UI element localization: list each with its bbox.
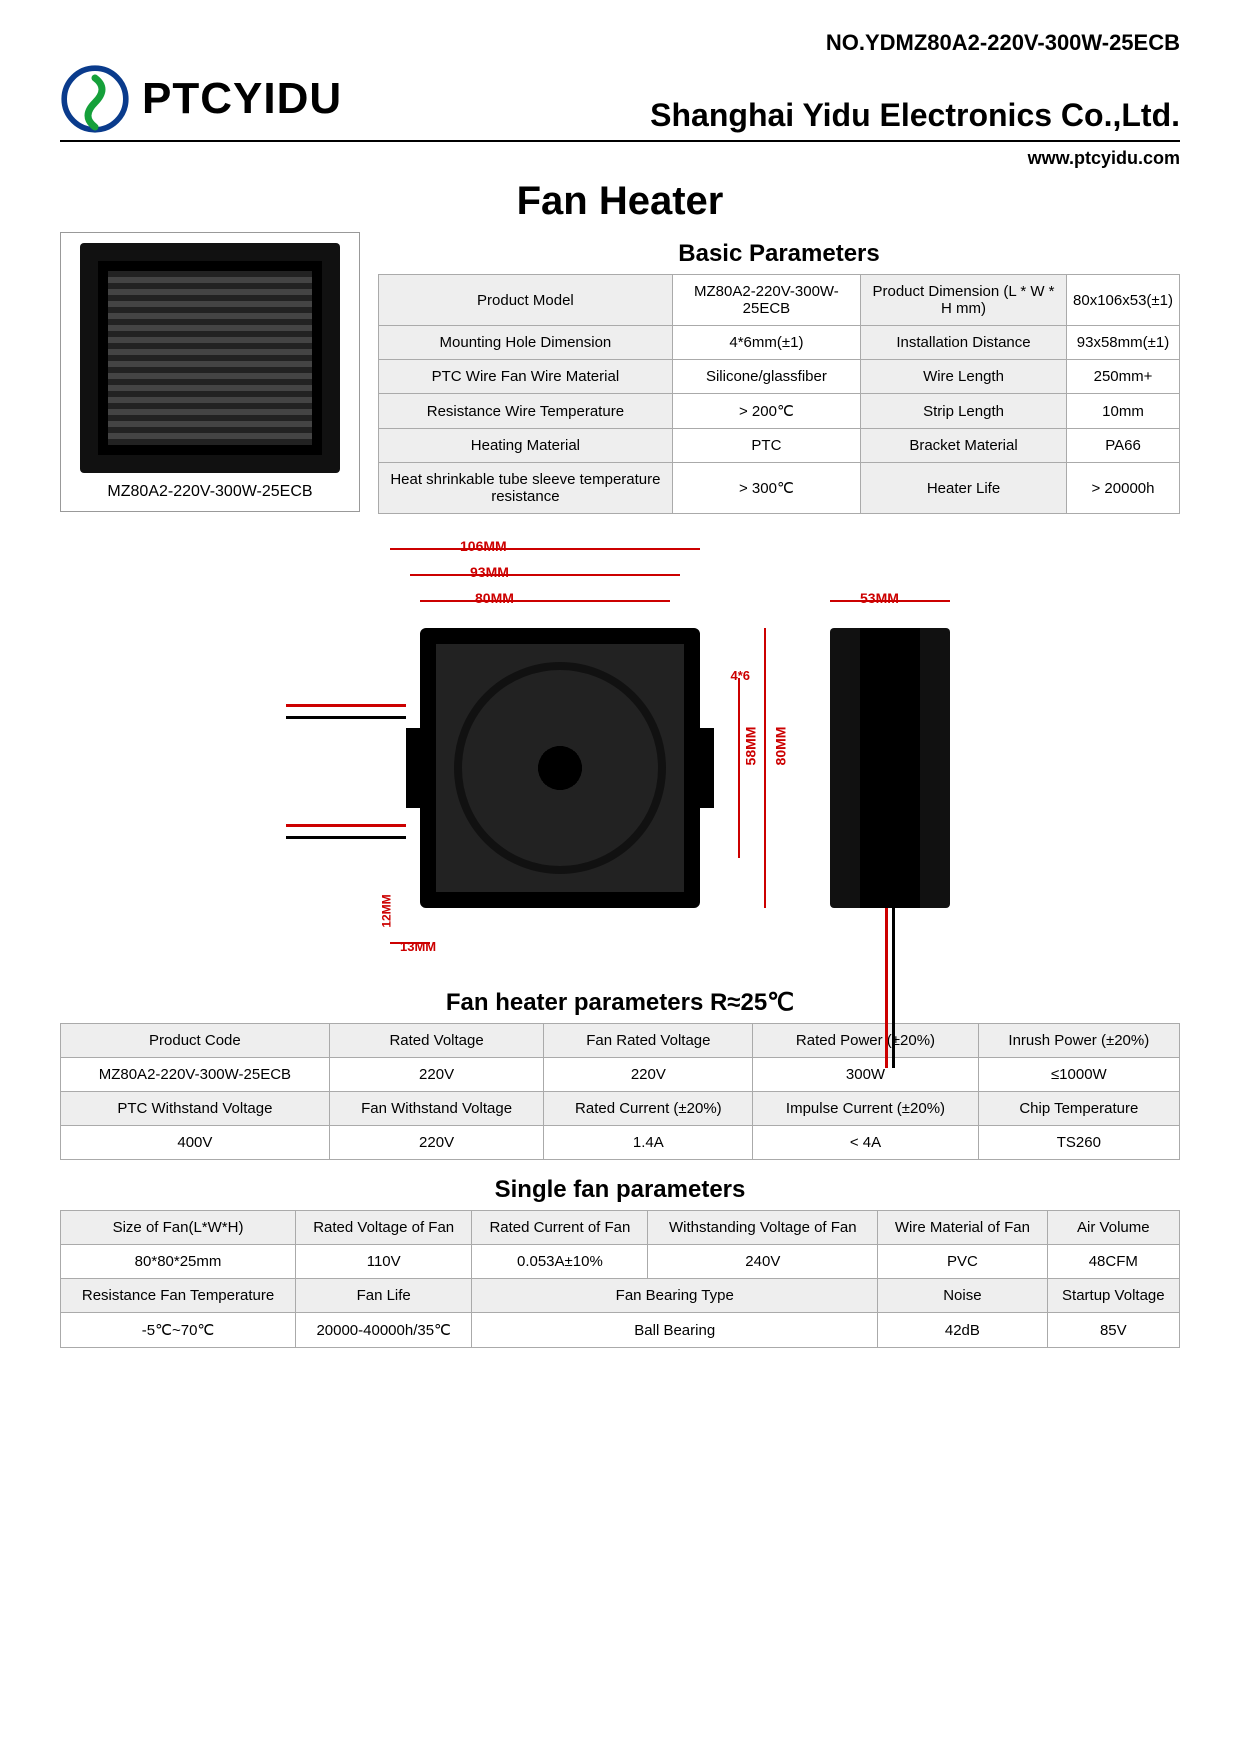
dimension-diagrams: 106MM 93MM 80MM 80MM 58MM 4*6 12MM 13MM …	[60, 538, 1180, 958]
table-cell: Air Volume	[1047, 1211, 1179, 1245]
table-cell: 300W	[753, 1058, 978, 1092]
table-cell: Impulse Current (±20%)	[753, 1092, 978, 1126]
table-cell: 42dB	[878, 1313, 1047, 1348]
table-cell: < 4A	[753, 1126, 978, 1160]
table-cell: Fan Life	[296, 1279, 472, 1313]
table-cell: Silicone/glassfiber	[672, 360, 860, 394]
table-cell: Noise	[878, 1279, 1047, 1313]
table-cell: 4*6mm(±1)	[672, 326, 860, 360]
table-cell: 20000-40000h/35℃	[296, 1313, 472, 1348]
table-cell: Fan Withstand Voltage	[329, 1092, 544, 1126]
photo-caption: MZ80A2-220V-300W-25ECB	[71, 483, 349, 501]
dim-h80: 80MM	[773, 727, 789, 766]
brand-name: PTCYIDU	[142, 74, 342, 124]
table-cell: 93x58mm(±1)	[1067, 326, 1180, 360]
table-cell: -5℃~70℃	[61, 1313, 296, 1348]
table-cell: 48CFM	[1047, 1245, 1179, 1279]
table-cell: 220V	[329, 1126, 544, 1160]
dim-hole: 4*6	[730, 668, 750, 683]
brand-block: PTCYIDU	[60, 64, 342, 134]
dim-106: 106MM	[460, 538, 507, 554]
table-cell: Strip Length	[861, 394, 1067, 429]
table-cell: Rated Current (±20%)	[544, 1092, 753, 1126]
table-cell: PTC Withstand Voltage	[61, 1092, 330, 1126]
table-cell: MZ80A2-220V-300W-25ECB	[61, 1058, 330, 1092]
table-cell: Bracket Material	[861, 429, 1067, 463]
basic-params-heading: Basic Parameters	[378, 240, 1180, 268]
table-cell: Rated Current of Fan	[472, 1211, 648, 1245]
dim-80: 80MM	[475, 590, 514, 606]
table-cell: 400V	[61, 1126, 330, 1160]
table-cell: 80*80*25mm	[61, 1245, 296, 1279]
table-cell: Startup Voltage	[1047, 1279, 1179, 1313]
table-cell: 220V	[329, 1058, 544, 1092]
table-cell: PTC Wire Fan Wire Material	[379, 360, 673, 394]
table-cell: 10mm	[1067, 394, 1180, 429]
table-cell: Resistance Fan Temperature	[61, 1279, 296, 1313]
single-fan-table: Size of Fan(L*W*H)Rated Voltage of FanRa…	[60, 1210, 1180, 1348]
fan-heater-params-heading: Fan heater parameters R≈25℃	[60, 988, 1180, 1017]
table-cell: Size of Fan(L*W*H)	[61, 1211, 296, 1245]
table-cell: 0.053A±10%	[472, 1245, 648, 1279]
product-photo	[80, 243, 340, 473]
fan-side-view	[830, 628, 950, 908]
page-title: Fan Heater	[60, 179, 1180, 224]
table-cell: Heat shrinkable tube sleeve temperature …	[379, 463, 673, 514]
table-cell: PVC	[878, 1245, 1047, 1279]
table-cell: MZ80A2-220V-300W-25ECB	[672, 275, 860, 326]
table-cell: 1.4A	[544, 1126, 753, 1160]
table-cell: > 300℃	[672, 463, 860, 514]
website: www.ptcyidu.com	[60, 148, 1180, 169]
single-fan-heading: Single fan parameters	[60, 1176, 1180, 1204]
table-cell: Rated Power (±20%)	[753, 1024, 978, 1058]
table-cell: Product Code	[61, 1024, 330, 1058]
table-cell: ≤1000W	[978, 1058, 1179, 1092]
table-cell: > 20000h	[1067, 463, 1180, 514]
table-cell: PA66	[1067, 429, 1180, 463]
fan-front-view	[420, 628, 700, 908]
product-photo-box: MZ80A2-220V-300W-25ECB	[60, 232, 360, 512]
table-cell: TS260	[978, 1126, 1179, 1160]
dim-h58: 58MM	[743, 727, 759, 766]
table-cell: Installation Distance	[861, 326, 1067, 360]
basic-params-table: Product ModelMZ80A2-220V-300W-25ECBProdu…	[378, 274, 1180, 514]
doc-number: NO.YDMZ80A2-220V-300W-25ECB	[60, 30, 1180, 56]
table-cell: 240V	[648, 1245, 878, 1279]
table-cell: 85V	[1047, 1313, 1179, 1348]
table-cell: Ball Bearing	[472, 1313, 878, 1348]
table-cell: Heater Life	[861, 463, 1067, 514]
table-cell: 220V	[544, 1058, 753, 1092]
company-name: Shanghai Yidu Electronics Co.,Ltd.	[650, 97, 1180, 134]
table-cell: Mounting Hole Dimension	[379, 326, 673, 360]
table-cell: 80x106x53(±1)	[1067, 275, 1180, 326]
table-cell: 250mm+	[1067, 360, 1180, 394]
table-cell: Wire Length	[861, 360, 1067, 394]
table-cell: Fan Rated Voltage	[544, 1024, 753, 1058]
table-cell: Inrush Power (±20%)	[978, 1024, 1179, 1058]
table-cell: Product Dimension (L * W * H mm)	[861, 275, 1067, 326]
fan-heater-params-table: Product CodeRated VoltageFan Rated Volta…	[60, 1023, 1180, 1160]
table-cell: Fan Bearing Type	[472, 1279, 878, 1313]
dim-12: 12MM	[380, 894, 394, 927]
table-cell: Heating Material	[379, 429, 673, 463]
header: PTCYIDU Shanghai Yidu Electronics Co.,Lt…	[60, 64, 1180, 142]
table-cell: Rated Voltage	[329, 1024, 544, 1058]
table-cell: Rated Voltage of Fan	[296, 1211, 472, 1245]
table-cell: Resistance Wire Temperature	[379, 394, 673, 429]
table-cell: Withstanding Voltage of Fan	[648, 1211, 878, 1245]
table-cell: Product Model	[379, 275, 673, 326]
dim-93: 93MM	[470, 564, 509, 580]
table-cell: > 200℃	[672, 394, 860, 429]
table-cell: Chip Temperature	[978, 1092, 1179, 1126]
table-cell: Wire Material of Fan	[878, 1211, 1047, 1245]
table-cell: 110V	[296, 1245, 472, 1279]
dim-53: 53MM	[860, 590, 899, 606]
brand-logo-icon	[60, 64, 130, 134]
table-cell: PTC	[672, 429, 860, 463]
